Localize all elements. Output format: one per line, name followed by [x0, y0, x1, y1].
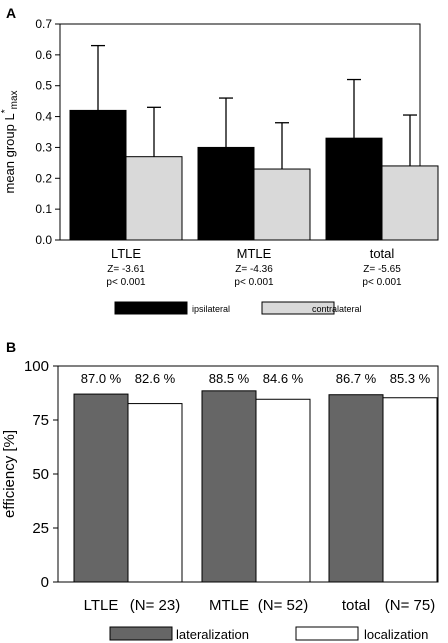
panel-b-group-n: (N= 75) — [385, 597, 435, 614]
panel-b-bar-lateralization — [201, 390, 257, 583]
panel-a-label: A — [6, 5, 16, 21]
panel-a-y-axis-label: mean group L*max — [0, 90, 20, 193]
panel-a-y-tick-label: 0.3 — [35, 140, 52, 154]
panel-a-bar-ipsilateral — [197, 146, 255, 241]
panel-b-legend-label: lateralization — [176, 627, 249, 642]
panel-b-category-label: MTLE — [209, 597, 249, 614]
panel-b-legend-label: localization — [364, 627, 428, 642]
panel-b-y-tick-label: 0 — [41, 574, 49, 591]
panel-b-group-n: (N= 52) — [258, 597, 308, 614]
panel-a-category-label: LTLE — [111, 246, 141, 261]
panel-b-data-label: 82.6 % — [135, 371, 176, 386]
panel-b-data-label: 86.7 % — [336, 371, 377, 386]
panel-b-category-label: total — [342, 597, 370, 614]
panel-a-bar-contralateral — [253, 168, 311, 241]
panel-a-z-stat: Z= -4.36 — [235, 264, 273, 275]
panel-b-bar-localization — [382, 397, 438, 583]
panel-b-label: B — [6, 339, 16, 355]
panel-b-bar-lateralization — [73, 393, 129, 583]
panel-a-legend-label: ipsilateral — [192, 304, 230, 314]
panel-b-legend-swatch-lateralization — [109, 626, 173, 641]
panel-b-y-tick-label: 25 — [32, 520, 49, 537]
panel-b-bar-lateralization — [328, 394, 384, 583]
panel-a-z-stat: Z= -3.61 — [107, 264, 145, 275]
panel-a-y-tick-label: 0.1 — [35, 202, 52, 216]
panel-b-y-tick-label: 100 — [24, 358, 49, 375]
panel-a-bar-ipsilateral — [325, 137, 383, 241]
panel-a-y-tick-label: 0.0 — [35, 233, 52, 247]
panel-a-bar-contralateral — [125, 156, 183, 241]
panel-a-p-value: p< 0.001 — [234, 277, 274, 288]
panel-b-data-label: 85.3 % — [390, 371, 431, 386]
panel-a-y-tick-label: 0.2 — [35, 171, 52, 185]
panel-a-legend-swatch-contralateral — [261, 301, 335, 315]
panel-a-bar-ipsilateral — [69, 109, 127, 241]
panel-a-category-label: total — [370, 246, 395, 261]
panel-a-bar-contralateral — [381, 165, 439, 241]
panel-b-bar-localization — [127, 403, 183, 583]
panel-a-y-tick-label: 0.6 — [35, 48, 52, 62]
panel-b-data-label: 87.0 % — [81, 371, 122, 386]
panel-a-z-stat: Z= -5.65 — [363, 264, 401, 275]
panel-b-legend-swatch-localization — [295, 626, 359, 641]
panel-a-y-tick-label: 0.7 — [35, 17, 52, 31]
panel-b-data-label: 84.6 % — [263, 371, 304, 386]
panel-b-bar-localization — [255, 398, 311, 583]
panel-a-legend-label: contralateral — [312, 304, 362, 314]
panel-a-p-value: p< 0.001 — [106, 277, 146, 288]
panel-a-y-tick-label: 0.5 — [35, 79, 52, 93]
panel-a-category-label: MTLE — [237, 246, 272, 261]
panel-b-y-axis-label: efficiency [%] — [1, 430, 18, 518]
panel-b-data-label: 88.5 % — [209, 371, 250, 386]
panel-a-legend-swatch-ipsilateral — [114, 301, 188, 315]
panel-b-y-tick-label: 75 — [32, 412, 49, 429]
panel-b-y-tick-label: 50 — [32, 466, 49, 483]
panel-b-category-label: LTLE — [84, 597, 119, 614]
panel-b-group-n: (N= 23) — [130, 597, 180, 614]
panel-a-y-tick-label: 0.4 — [35, 110, 52, 124]
panel-a-p-value: p< 0.001 — [362, 277, 402, 288]
